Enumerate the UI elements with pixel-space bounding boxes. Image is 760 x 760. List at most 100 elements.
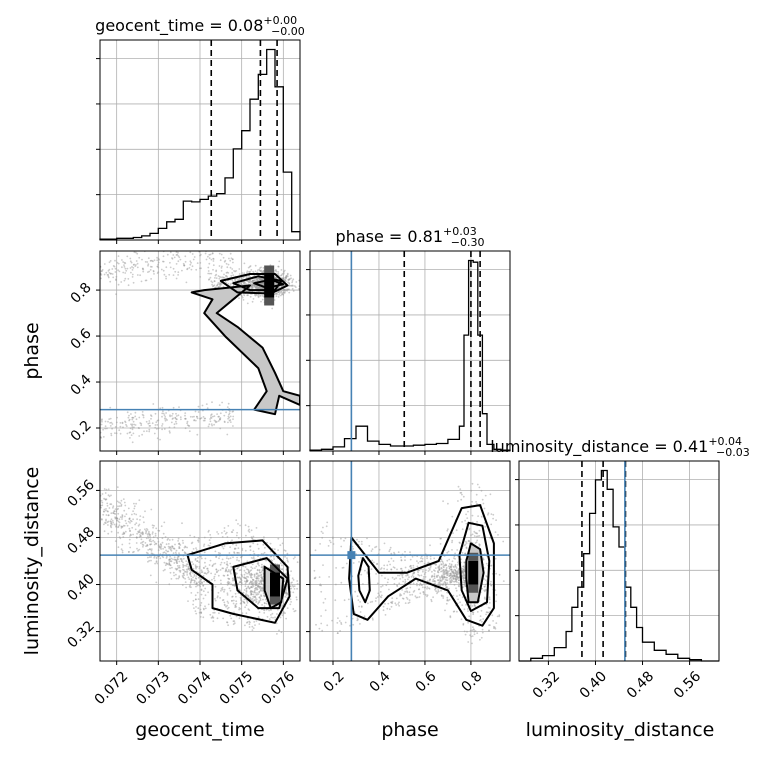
sample-point — [231, 600, 233, 602]
sample-point — [194, 598, 197, 601]
sample-point — [386, 607, 389, 610]
sample-point — [211, 415, 214, 418]
sample-point — [421, 586, 424, 589]
sample-point — [209, 613, 212, 616]
sample-point — [227, 525, 230, 527]
sample-point — [423, 573, 426, 575]
sample-point — [479, 615, 482, 617]
sample-point — [293, 588, 296, 590]
sample-point — [296, 561, 299, 564]
sample-point — [453, 566, 455, 568]
sample-point — [477, 535, 479, 537]
sample-point — [229, 410, 231, 413]
sample-point — [489, 624, 491, 627]
sample-point — [324, 609, 327, 612]
sample-point — [154, 426, 157, 429]
sample-point — [262, 295, 265, 298]
sample-point — [433, 557, 436, 560]
sample-point — [433, 575, 436, 577]
sample-point — [370, 568, 373, 571]
sample-point — [217, 533, 220, 535]
sample-point — [189, 534, 192, 537]
sample-point — [235, 600, 238, 603]
sample-point — [256, 294, 258, 296]
sample-point — [226, 600, 229, 603]
sample-point — [337, 617, 339, 619]
sample-point — [163, 428, 166, 430]
sample-point — [217, 282, 220, 284]
sample-point — [238, 278, 241, 281]
sample-point — [428, 579, 431, 582]
sample-point — [220, 561, 223, 564]
sample-point — [227, 263, 230, 266]
sample-point — [142, 414, 145, 417]
sample-point — [242, 299, 245, 301]
sample-point — [360, 556, 362, 559]
sample-point — [247, 525, 250, 528]
sample-point — [225, 531, 228, 534]
sample-point — [291, 577, 294, 580]
sample-point — [240, 583, 243, 586]
sample-point — [106, 427, 108, 430]
sample-point — [257, 295, 260, 297]
sample-point — [212, 268, 214, 271]
sample-point — [161, 541, 164, 544]
sample-point — [352, 623, 355, 626]
sample-point — [217, 275, 220, 277]
sample-point — [260, 586, 263, 589]
sample-point — [227, 569, 230, 571]
sample-point — [199, 253, 202, 256]
sample-point — [155, 527, 158, 530]
sample-point — [254, 264, 257, 267]
sample-point — [480, 609, 483, 612]
sample-point — [250, 566, 253, 569]
sample-point — [359, 601, 361, 603]
sample-point — [456, 575, 458, 578]
sample-point — [398, 574, 401, 577]
sample-point — [169, 546, 172, 549]
sample-point — [223, 588, 226, 591]
sample-point — [112, 505, 115, 508]
sample-point — [218, 612, 220, 615]
sample-point — [473, 535, 476, 537]
sample-point — [200, 602, 203, 604]
sample-point — [232, 274, 235, 276]
sample-point — [119, 502, 122, 504]
sample-point — [238, 588, 240, 591]
sample-point — [328, 539, 331, 542]
sample-point — [251, 598, 254, 600]
sample-point — [197, 556, 199, 559]
sample-point — [359, 611, 362, 613]
sample-point — [404, 582, 406, 585]
sample-point — [371, 548, 374, 551]
sample-point — [281, 289, 284, 291]
sample-point — [133, 263, 136, 266]
sample-point — [149, 269, 152, 271]
sample-point — [238, 559, 240, 562]
sample-point — [440, 537, 442, 540]
sample-point — [429, 558, 432, 560]
sample-point — [222, 256, 225, 259]
sample-point — [231, 258, 234, 261]
sample-point — [249, 295, 252, 298]
sample-point — [175, 549, 178, 552]
sample-point — [243, 262, 246, 265]
sample-point — [392, 560, 395, 562]
sample-point — [173, 256, 176, 259]
sample-point — [199, 417, 201, 420]
sample-point — [463, 570, 466, 573]
sample-point — [230, 257, 233, 260]
sample-point — [256, 569, 259, 572]
sample-point — [215, 568, 218, 571]
sample-point — [473, 603, 476, 605]
sample-point — [418, 584, 421, 587]
sample-point — [247, 281, 250, 284]
sample-point — [237, 547, 240, 550]
sample-point — [205, 403, 208, 405]
sample-point — [385, 584, 388, 587]
sample-point — [446, 599, 449, 602]
sample-point — [162, 412, 165, 415]
sample-point — [202, 574, 205, 577]
sample-point — [122, 261, 124, 263]
sample-point — [247, 294, 249, 296]
